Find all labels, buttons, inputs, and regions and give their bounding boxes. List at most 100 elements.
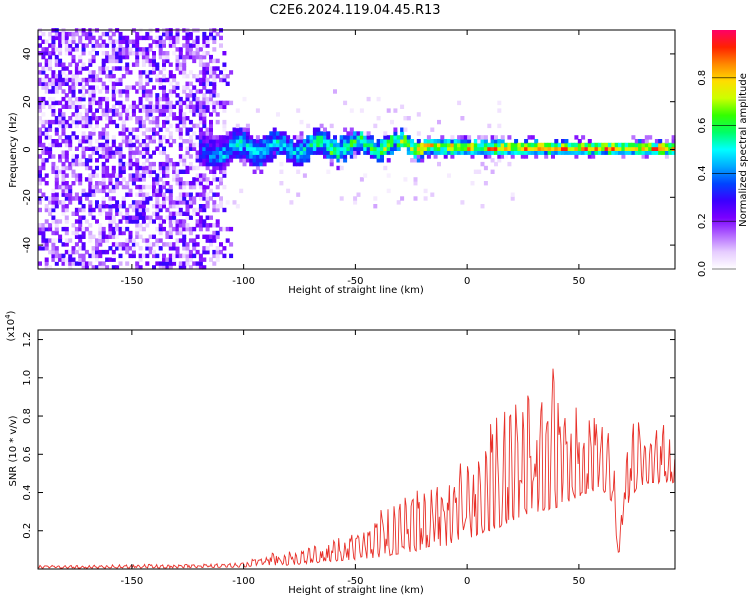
heatmap-cell <box>51 142 56 148</box>
heatmap-cell <box>202 192 207 197</box>
heatmap-cell <box>185 150 190 155</box>
heatmap-cell <box>416 154 421 159</box>
heatmap-cell <box>188 215 193 220</box>
heatmap-cell <box>98 154 103 159</box>
heatmap-cell <box>577 142 582 148</box>
heatmap-cell <box>557 150 562 155</box>
heatmap-cell <box>205 223 210 228</box>
heatmap-cell <box>202 96 207 102</box>
heatmap-cell <box>195 100 200 106</box>
heatmap-cell <box>312 146 317 151</box>
heatmap-cell <box>51 85 56 90</box>
heatmap-cell <box>182 238 187 243</box>
heatmap-cell <box>185 39 190 44</box>
heatmap-cell <box>205 135 210 140</box>
heatmap-cell <box>463 142 468 148</box>
heatmap-cell <box>138 188 143 194</box>
heatmap-cell <box>591 150 596 155</box>
heatmap-cell <box>272 142 277 148</box>
heatmap-cell <box>671 150 676 155</box>
heatmap-cell <box>410 142 415 148</box>
heatmap-cell <box>225 81 230 86</box>
heatmap-cell <box>188 54 193 60</box>
heatmap-cell <box>125 35 130 41</box>
heatmap-cell <box>440 142 445 148</box>
heatmap-cell <box>131 135 136 140</box>
heatmap-cell <box>195 234 200 239</box>
heatmap-cell <box>88 165 93 171</box>
heatmap-cell <box>51 70 56 75</box>
heatmap-cell <box>192 200 197 205</box>
heatmap-cell <box>198 204 203 209</box>
heatmap-cell <box>497 158 502 163</box>
heatmap-cell <box>286 150 291 155</box>
heatmap-cell <box>457 135 462 140</box>
heatmap-cell <box>98 135 103 140</box>
heatmap-cell <box>98 211 103 216</box>
heatmap-cell <box>188 81 193 86</box>
heatmap-cell <box>473 139 478 144</box>
heatmap-cell <box>638 150 643 155</box>
heatmap-cell <box>44 89 49 94</box>
heatmap-cell <box>272 139 277 144</box>
heatmap-cell <box>215 142 220 148</box>
heatmap-cell <box>88 192 93 197</box>
heatmap-cell <box>61 150 66 155</box>
heatmap-cell <box>78 100 83 106</box>
heatmap-cell <box>88 77 93 83</box>
heatmap-cell <box>128 246 133 251</box>
heatmap-cell <box>289 146 294 151</box>
heatmap-cell <box>192 146 197 151</box>
heatmap-cell <box>222 135 227 140</box>
heatmap-cell <box>457 150 462 155</box>
heatmap-cell <box>41 81 46 86</box>
heatmap-cell <box>48 127 53 132</box>
heatmap-cell <box>165 169 170 174</box>
heatmap-cell <box>185 215 190 220</box>
heatmap-cell <box>131 85 136 90</box>
heatmap-cell <box>38 43 42 48</box>
heatmap-cell <box>141 161 146 167</box>
heatmap-cell <box>61 169 66 174</box>
heatmap-cell <box>168 100 173 106</box>
heatmap-cell <box>64 104 69 109</box>
heatmap-cell <box>239 142 244 148</box>
heatmap-cell <box>319 139 324 144</box>
heatmap-cell <box>145 81 150 86</box>
heatmap-cell <box>205 200 210 205</box>
heatmap-cell <box>121 66 126 71</box>
heatmap-cell <box>148 58 153 64</box>
heatmap-cell <box>61 242 66 247</box>
heatmap-cell <box>58 142 63 148</box>
heatmap-cell <box>182 85 187 90</box>
heatmap-cell <box>95 200 99 205</box>
heatmap-cell <box>202 104 207 109</box>
heatmap-cell <box>48 35 53 41</box>
heatmap-cell <box>105 51 110 56</box>
heatmap-cell <box>188 165 193 171</box>
heatmap-cell <box>128 150 133 155</box>
heatmap-cell <box>359 177 364 182</box>
heatmap-cell <box>192 242 197 247</box>
heatmap-cell <box>68 116 73 121</box>
heatmap-cell <box>115 123 120 129</box>
heatmap-cell <box>61 200 66 205</box>
heatmap-cell <box>68 39 73 44</box>
heatmap-cell <box>74 146 79 151</box>
heatmap-cell <box>215 158 220 163</box>
heatmap-cell <box>547 142 552 148</box>
heatmap-cell <box>58 43 63 48</box>
heatmap-cell <box>292 142 297 148</box>
heatmap-cell <box>71 31 76 37</box>
heatmap-cell <box>561 142 565 148</box>
heatmap-cell <box>202 184 207 190</box>
heatmap-cell <box>152 150 156 155</box>
heatmap-cell <box>91 215 96 220</box>
heatmap-cell <box>81 119 86 125</box>
heatmap-cell <box>111 104 116 109</box>
heatmap-cell <box>105 234 110 239</box>
heatmap-cell <box>115 246 120 251</box>
heatmap-cell <box>333 142 337 148</box>
heatmap-cell <box>195 104 200 109</box>
